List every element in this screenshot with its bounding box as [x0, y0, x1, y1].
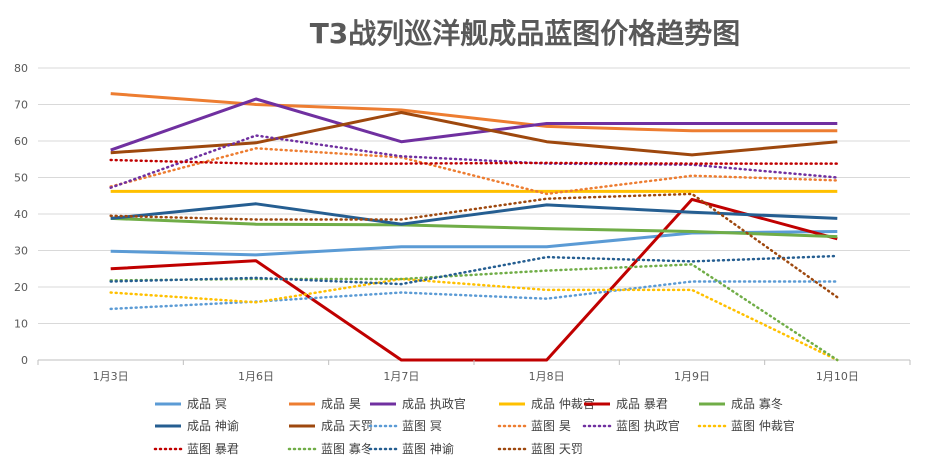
series-line-6 — [110, 216, 838, 239]
series-line-13 — [109, 158, 839, 165]
x-tick-label: 1月7日 — [383, 370, 419, 383]
x-tick-label: 1月10日 — [816, 370, 859, 383]
legend-label: 成品 冥 — [187, 397, 227, 411]
series-line-8 — [110, 111, 838, 157]
y-tick-label: 80 — [14, 62, 28, 75]
legend-label: 成品 神谕 — [187, 418, 239, 433]
legend-label: 成品 暴君 — [616, 397, 668, 411]
y-tick-label: 40 — [14, 208, 28, 221]
series-line-10 — [109, 147, 839, 196]
x-tick-label: 1月9日 — [674, 370, 710, 383]
x-tick-label: 1月8日 — [529, 370, 565, 383]
series-line-12 — [109, 277, 839, 362]
y-tick-label: 20 — [14, 281, 28, 294]
legend-label: 蓝图 冥 — [402, 419, 442, 433]
legend-label: 蓝图 仲裁官 — [731, 418, 795, 433]
x-axis: 1月3日 1月6日 1月7日 1月8日 1月9日 1月10日 — [37, 360, 911, 383]
legend-label: 蓝图 执政官 — [616, 418, 680, 433]
legend-label: 成品 昊 — [321, 397, 361, 411]
y-tick-label: 70 — [14, 99, 28, 112]
legend-label: 蓝图 神谕 — [402, 441, 454, 456]
legend-label: 成品 执政官 — [402, 396, 466, 411]
series-line-1 — [110, 230, 838, 257]
x-tick-label: 1月3日 — [93, 370, 129, 383]
legend-label: 成品 仲裁官 — [531, 396, 595, 411]
chart-title: T3战列巡洋舰成品蓝图价格趋势图 — [310, 17, 741, 50]
y-tick-label: 60 — [14, 135, 28, 148]
legend-label: 成品 天罚 — [321, 419, 373, 433]
legend-label: 蓝图 昊 — [531, 419, 571, 433]
legend-label: 蓝图 暴君 — [187, 442, 239, 456]
y-tick-label: 10 — [14, 318, 28, 331]
series-line-11 — [109, 134, 839, 189]
series-line-3 — [110, 97, 838, 152]
y-tick-label: 30 — [14, 245, 28, 258]
x-tick-label: 1月6日 — [238, 370, 274, 383]
series-line-7 — [110, 202, 838, 226]
legend-label: 成品 寡冬 — [731, 396, 783, 411]
series-line-15 — [109, 254, 839, 286]
y-tick-label: 0 — [21, 354, 28, 367]
series-line-2 — [110, 92, 838, 133]
series-line-16 — [109, 192, 839, 299]
legend-label: 蓝图 天罚 — [531, 442, 583, 456]
y-tick-label: 50 — [14, 172, 28, 185]
series-layer — [109, 92, 839, 362]
legend-label: 蓝图 寡冬 — [321, 441, 373, 456]
